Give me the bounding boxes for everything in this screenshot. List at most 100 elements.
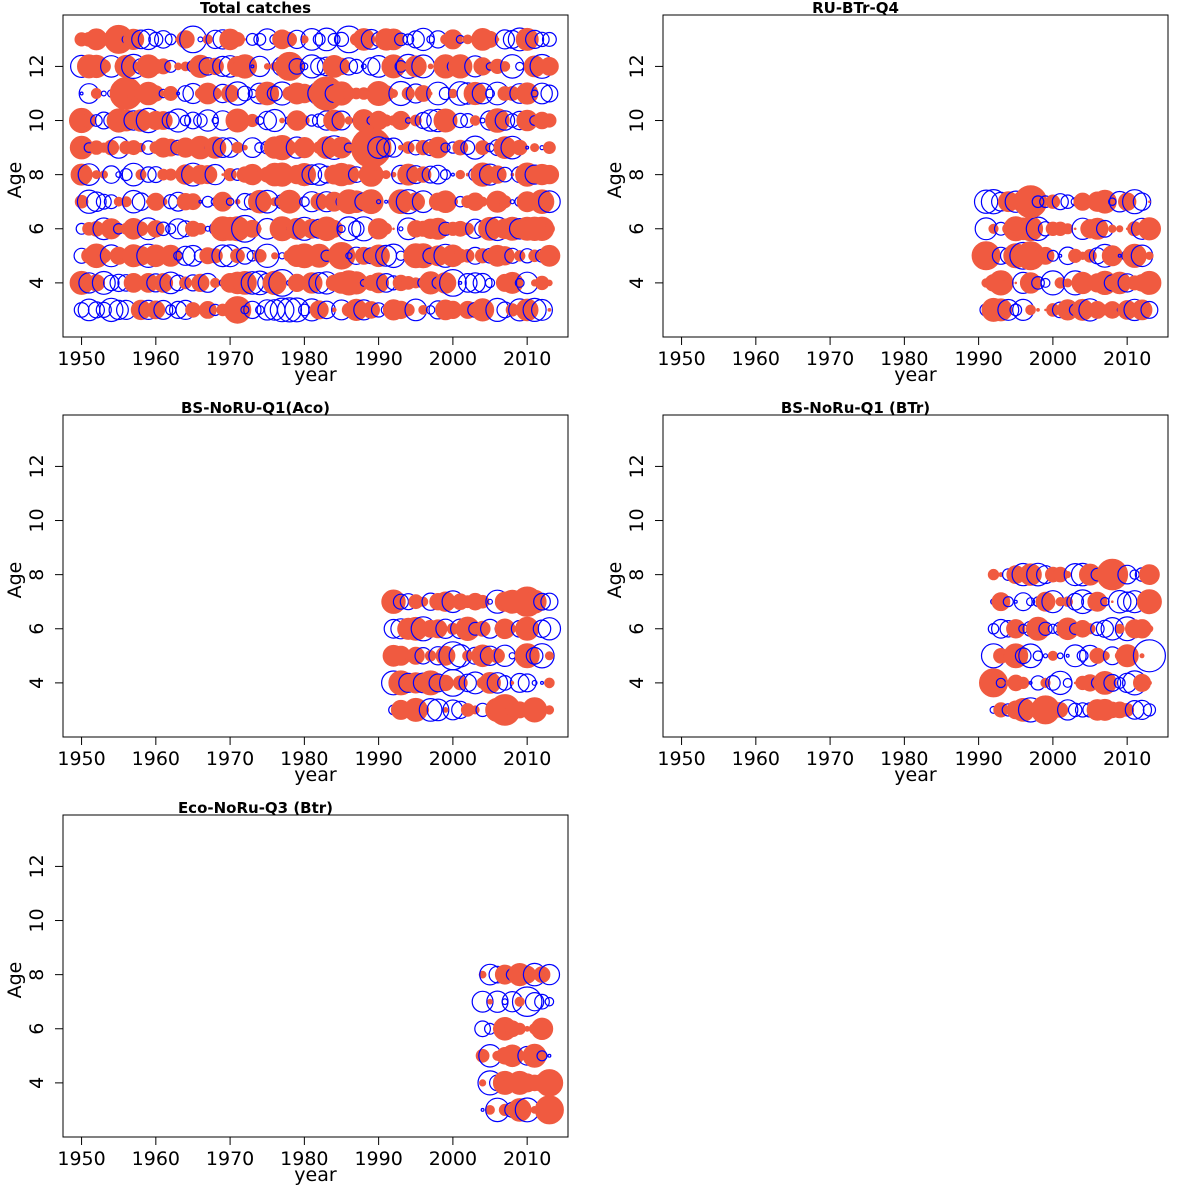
bubble-point [522,1043,547,1068]
x-tick-label: 1960 [132,348,180,370]
x-tick-label: 2000 [429,1148,477,1170]
bubble-point [488,308,492,312]
x-tick-label: 1980 [280,1148,328,1170]
bubble-point [193,113,208,128]
bubble-point [509,672,530,693]
x-tick-label: 1950 [57,1148,105,1170]
bubble-point [1031,276,1045,290]
bubble-point [486,672,509,694]
bubble-point [418,305,429,315]
bubble-point [524,1025,531,1032]
bubble-point [1111,600,1114,604]
x-tick-label: 2000 [1029,748,1077,770]
bubble-point [1036,246,1055,265]
bubble-point [231,141,244,154]
y-axis-title: Age [4,562,26,599]
bubble-point [524,992,545,1012]
bubble-point [327,32,341,46]
bubble-point [119,168,133,182]
bubble-point [534,31,550,48]
bubble-point [494,110,516,131]
bubble-point [300,28,324,51]
bubble-point [212,191,233,212]
bubble-point [153,111,173,130]
bubble-point [314,27,339,52]
bubble-point [115,171,123,179]
x-tick-label: 2000 [429,348,477,370]
bubble-point [131,29,151,50]
x-tick-label: 1990 [354,348,402,370]
y-tick-label: 4 [626,277,648,289]
bubble-point [509,199,515,205]
bubble-point [194,222,207,235]
bubble-point [475,1048,490,1063]
y-axis-title: Age [604,562,626,599]
bubble-point [360,63,367,70]
x-tick-label: 2010 [503,748,551,770]
bubble-point [471,990,494,1013]
bubble-point [1045,194,1061,209]
bubble-point [234,198,241,205]
bubble-point [140,166,157,183]
bubble-point [1118,573,1121,576]
y-tick-label: 10 [26,908,48,932]
bubble-point [245,32,259,46]
panel-title: BS-NoRu-Q1 (BTr) [781,399,930,417]
bubble-point [543,141,556,155]
x-tick-label: 2000 [1029,348,1077,370]
bubble-point [358,189,384,215]
y-tick-label: 8 [26,569,48,581]
panel-title: Eco-NoRu-Q3 (Btr) [178,799,333,817]
bubble-point [103,274,120,292]
y-axis-title: Age [604,162,626,199]
x-tick-label: 1960 [132,1148,180,1170]
x-tick-label: 1950 [57,748,105,770]
bubble-point [136,142,146,153]
bubble-point [1084,623,1096,635]
y-tick-label: 4 [26,277,48,289]
bubble-point [243,300,262,320]
y-tick-label: 10 [626,508,648,532]
bubble-point [99,297,124,323]
bubble-point [1065,653,1070,658]
bubble-point [257,110,277,131]
bubbles [971,185,1162,322]
bubble-point [458,280,463,285]
bubble-point [442,707,449,713]
bubble-point [484,277,496,289]
bubble-point [295,199,299,204]
bubble-point [1120,703,1135,717]
bubble-point [406,30,425,49]
bubble-point [1062,677,1073,688]
x-tick-label: 1970 [206,1148,254,1170]
bubble-point [514,996,525,1007]
bubble-point [1009,303,1023,317]
bubble-point [236,85,253,102]
bubble-point [1139,653,1145,659]
bubble-point [398,226,404,232]
bubble-point [250,64,255,69]
bubble-point [1116,225,1124,233]
bubble-point [332,57,351,76]
bubble-point [997,298,1020,321]
bubble-point [426,698,450,722]
bubble-point [1036,308,1040,312]
bubble-point [434,272,457,294]
x-tick-label: 1970 [806,348,854,370]
bubble-point [525,145,530,150]
bubble-point [333,31,350,48]
bubble-point [96,248,112,264]
bubble-point [534,993,550,1010]
bubble-point [254,142,266,154]
bubble-point [987,622,1000,635]
bubble-point [232,54,258,79]
bubble-point [533,966,551,983]
x-tick-label: 1980 [880,348,928,370]
bubble-point [223,296,252,324]
bubble-point [1146,680,1152,686]
bubble-point [508,652,516,660]
bubble-point [1130,651,1139,660]
plot-frame [62,14,569,338]
bubble-point [108,299,129,321]
y-tick-label: 6 [26,1023,48,1035]
